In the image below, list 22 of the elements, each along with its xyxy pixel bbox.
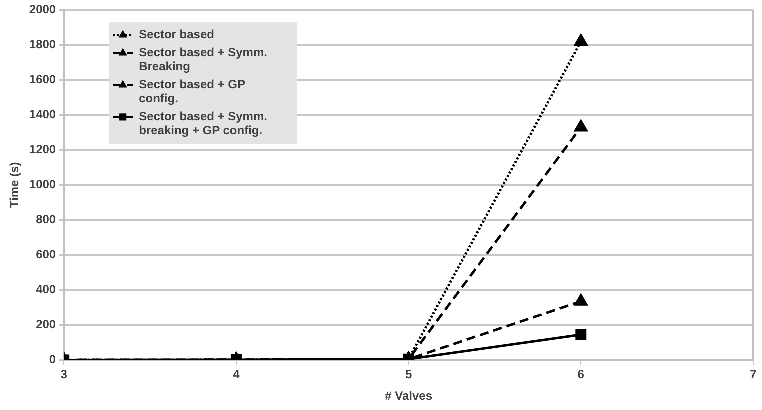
y-tick-label: 1200 xyxy=(29,142,56,157)
y-tick-label: 1400 xyxy=(29,108,56,122)
x-tick-label: 4 xyxy=(233,368,240,382)
y-tick-label: 600 xyxy=(36,248,56,262)
legend-label: Sector based xyxy=(139,28,214,42)
legend-label: Sector based + GP config. xyxy=(139,78,246,106)
y-tick-label: 1000 xyxy=(29,178,56,192)
y-tick-label: 400 xyxy=(36,282,56,297)
y-axis-title: Time (s) xyxy=(8,162,22,208)
x-tick-label: 6 xyxy=(578,368,585,382)
y-tick-label: 1600 xyxy=(29,72,56,87)
x-tick-label: 5 xyxy=(405,368,412,382)
y-tick-label: 2000 xyxy=(29,2,56,17)
x-axis-title: # Valves xyxy=(385,389,433,404)
y-tick-label: 0 xyxy=(49,352,56,367)
y-tick-label: 200 xyxy=(36,318,56,332)
legend-label: Sector based + Symm. breaking + GP config. xyxy=(139,110,268,138)
y-tick-label: 800 xyxy=(36,212,56,227)
x-tick-label: 7 xyxy=(750,368,758,382)
y-tick-label: 1800 xyxy=(29,38,56,52)
legend-label: Sector based + Symm. Breaking xyxy=(139,46,268,74)
x-tick-label: 3 xyxy=(60,368,68,382)
